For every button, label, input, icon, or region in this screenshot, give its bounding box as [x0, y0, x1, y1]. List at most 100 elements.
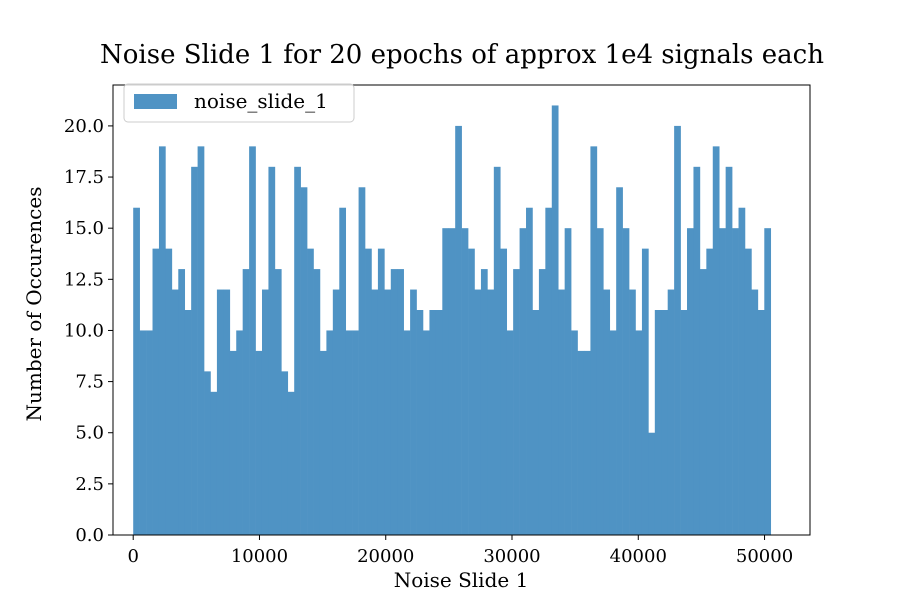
histogram-bar [319, 350, 327, 535]
histogram-bar [223, 289, 231, 535]
histogram-bar [506, 330, 514, 535]
histogram-bar [236, 330, 243, 535]
histogram-bar [629, 289, 636, 535]
histogram-bar [255, 350, 263, 535]
legend: noise_slide_1 [123, 83, 355, 123]
histogram-bar [133, 207, 140, 535]
y-tick-label: 10.0 [64, 320, 104, 341]
histogram-bar [635, 330, 643, 535]
histogram-bar [551, 105, 559, 536]
x-tick-label: 20000 [357, 546, 414, 567]
histogram-bar [725, 166, 733, 535]
x-tick-label: 40000 [610, 546, 667, 567]
histogram-bar [307, 248, 314, 536]
histogram-bar [699, 269, 707, 535]
histogram-bar [583, 350, 591, 535]
histogram-bar [397, 269, 404, 535]
legend-swatch [134, 94, 177, 109]
histogram-bar [171, 289, 179, 535]
histogram-bar [422, 330, 430, 535]
histogram-bar [500, 248, 508, 536]
histogram-bar [281, 371, 289, 535]
chart-title: Noise Slide 1 for 20 epochs of approx 1e… [100, 40, 824, 70]
histogram-bar [358, 187, 366, 536]
histogram-bar [744, 248, 752, 536]
histogram-bar [706, 248, 714, 536]
histogram-bar [416, 310, 424, 535]
histogram-bar [429, 310, 437, 535]
histogram-bar [204, 371, 211, 535]
histogram-bar [654, 310, 662, 535]
x-tick-label: 30000 [483, 546, 540, 567]
y-tick-label: 12.5 [64, 269, 104, 290]
histogram-bar [191, 166, 198, 535]
histogram-bar [764, 228, 772, 535]
histogram-bar [210, 391, 218, 535]
histogram-bar [738, 207, 746, 535]
histogram-bar [371, 289, 379, 535]
bars-group [133, 105, 772, 536]
x-tick-label: 50000 [736, 546, 793, 567]
legend-label: noise_slide_1 [194, 89, 328, 113]
histogram-bar [480, 269, 488, 535]
histogram-bar [526, 207, 533, 535]
histogram-bar [571, 330, 578, 535]
y-tick-label: 17.5 [64, 167, 104, 188]
histogram-bar [242, 269, 250, 535]
histogram-bar [493, 166, 501, 535]
histogram-bar [365, 248, 372, 536]
histogram-bar [332, 289, 340, 535]
y-tick-label: 2.5 [75, 474, 104, 495]
x-axis-ticks: 0 10000 20000 30000 40000 50000 [127, 535, 793, 567]
histogram-bar [590, 146, 598, 535]
y-tick-label: 0.0 [75, 525, 104, 546]
histogram-bar [384, 289, 392, 535]
histogram-bar [300, 187, 308, 536]
histogram-bar [216, 289, 224, 535]
histogram-bar [648, 432, 656, 535]
histogram-bar [661, 310, 668, 535]
histogram-bar [410, 289, 417, 535]
histogram-bar [442, 228, 450, 535]
histogram-bar [435, 310, 443, 535]
histogram-bar [577, 350, 585, 535]
histogram-bar [461, 228, 469, 535]
histogram-bar [139, 330, 147, 535]
histogram-bar [751, 289, 759, 535]
histogram-bar [622, 228, 630, 535]
histogram-bar [513, 269, 520, 535]
histogram-bar [693, 166, 701, 535]
histogram-bar [757, 310, 765, 535]
histogram-bar [184, 310, 192, 535]
y-tick-label: 5.0 [75, 423, 104, 444]
histogram-bar [197, 146, 205, 535]
histogram-bar [294, 166, 301, 535]
histogram-bar [249, 146, 256, 535]
histogram-bar [712, 146, 720, 535]
histogram-bar [403, 330, 411, 535]
histogram-bar [680, 310, 688, 535]
histogram-bar [474, 289, 482, 535]
histogram-bar [377, 248, 385, 536]
histogram-bar [352, 330, 359, 535]
histogram-bar [339, 207, 347, 535]
histogram-bar [287, 391, 295, 535]
histogram-bar [487, 289, 495, 535]
histogram-bar [229, 350, 237, 535]
histogram-bar [152, 248, 160, 536]
histogram-bar [532, 310, 540, 535]
histogram-bar [345, 330, 353, 535]
x-tick-label: 10000 [231, 546, 288, 567]
histogram-bar [326, 330, 334, 535]
y-axis-label: Number of Occurences [22, 187, 46, 422]
histogram-bar [719, 228, 726, 535]
histogram-bar [268, 166, 276, 535]
histogram-bar [603, 289, 611, 535]
histogram-bar [732, 228, 739, 535]
histogram-bar [455, 125, 462, 535]
x-tick-label: 0 [127, 546, 138, 567]
histogram-bar [538, 269, 546, 535]
histogram-bar [313, 269, 321, 535]
histogram-bar [564, 228, 572, 535]
